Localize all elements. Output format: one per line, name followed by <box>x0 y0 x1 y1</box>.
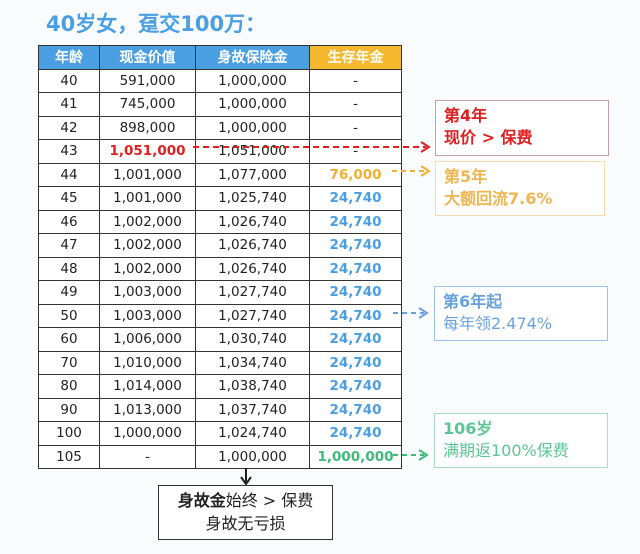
cell-death-benefit: 1,026,740 <box>195 256 310 281</box>
cell-age: 44 <box>38 162 100 187</box>
down-arrow <box>240 468 252 486</box>
cell-age: 60 <box>38 327 100 352</box>
table-row: 46 1,002,000 1,026,740 24,740 <box>38 209 402 234</box>
cell-death-benefit: 1,024,740 <box>195 421 310 446</box>
cell-death-benefit: 1,030,740 <box>195 327 310 352</box>
red-arrow <box>193 141 431 153</box>
yellow-arrow <box>392 165 431 177</box>
cell-age: 105 <box>38 444 100 469</box>
cell-age: 50 <box>38 303 100 328</box>
cell-age: 40 <box>38 68 100 93</box>
header-cash-value: 现金价值 <box>99 45 196 70</box>
table-row: 47 1,002,000 1,026,740 24,740 <box>38 233 402 258</box>
cell-cash-value: - <box>99 444 196 469</box>
cell-annuity: - <box>309 115 402 140</box>
header-annuity: 生存年金 <box>309 45 402 70</box>
green-arrow <box>393 449 429 461</box>
benefit-table: 年龄 现金价值 身故保险金 生存年金 40 591,000 1,000,000-41… <box>38 45 402 469</box>
cell-annuity: 24,740 <box>309 303 402 328</box>
table-row: 100 1,000,000 1,024,740 24,740 <box>38 421 402 446</box>
cell-death-benefit: 1,037,740 <box>195 397 310 422</box>
table-row: 90 1,013,000 1,037,740 24,740 <box>38 397 402 422</box>
cell-annuity: 24,740 <box>309 374 402 399</box>
cell-age: 90 <box>38 397 100 422</box>
table-row: 49 1,003,000 1,027,740 24,740 <box>38 280 402 305</box>
cell-cash-value: 1,002,000 <box>99 256 196 281</box>
cell-death-benefit: 1,027,740 <box>195 303 310 328</box>
cell-annuity: 24,740 <box>309 350 402 375</box>
cell-age: 48 <box>38 256 100 281</box>
callout-year5-text: 大额回流7.6% <box>444 189 553 208</box>
cell-cash-value: 1,051,000 <box>99 139 196 164</box>
cell-death-benefit: 1,026,740 <box>195 209 310 234</box>
cell-cash-value: 1,002,000 <box>99 233 196 258</box>
callout-age106-title: 106岁 <box>443 419 493 438</box>
table-row: 105-1,000,000 1,000,000 <box>38 444 402 469</box>
cell-annuity: 24,740 <box>309 397 402 422</box>
cell-cash-value: 1,010,000 <box>99 350 196 375</box>
cell-annuity: 24,740 <box>309 327 402 352</box>
cell-cash-value: 1,013,000 <box>99 397 196 422</box>
callout-year5: 第5年 大额回流7.6% <box>435 161 605 216</box>
callout-year4: 第4年 现价 > 保费 <box>435 100 609 156</box>
callout-age106: 106岁 满期返100%保费 <box>434 413 608 468</box>
cell-death-benefit: 1,000,000 <box>195 92 310 117</box>
cell-death-benefit: 1,000,000 <box>195 68 310 93</box>
cell-annuity: - <box>309 92 402 117</box>
table-row: 44 1,001,000 1,077,000 76,000 <box>38 162 402 187</box>
cell-age: 47 <box>38 233 100 258</box>
header-age: 年龄 <box>38 45 100 70</box>
cell-annuity: 24,740 <box>309 256 402 281</box>
callout-death-benefit-bold: 身故金 <box>177 491 226 510</box>
cell-annuity: 24,740 <box>309 421 402 446</box>
cell-annuity: 24,740 <box>309 233 402 258</box>
cell-cash-value: 1,000,000 <box>99 421 196 446</box>
cell-age: 45 <box>38 186 100 211</box>
cell-cash-value: 745,000 <box>99 92 196 117</box>
cell-death-benefit: 1,026,740 <box>195 233 310 258</box>
callout-age106-text: 满期返100%保费 <box>443 441 569 460</box>
table-row: 60 1,006,000 1,030,740 24,740 <box>38 327 402 352</box>
table-row: 80 1,014,000 1,038,740 24,740 <box>38 374 402 399</box>
cell-death-benefit: 1,077,000 <box>195 162 310 187</box>
callout-year6-text: 每年领2.474% <box>443 314 553 333</box>
table-row: 70 1,010,000 1,034,740 24,740 <box>38 350 402 375</box>
header-death-benefit: 身故保险金 <box>195 45 310 70</box>
callout-death-benefit-line2: 身故无亏损 <box>205 514 286 533</box>
cell-death-benefit: 1,025,740 <box>195 186 310 211</box>
cell-cash-value: 1,001,000 <box>99 186 196 211</box>
cell-annuity: - <box>309 68 402 93</box>
callout-death-benefit-rest: 始终 > 保费 <box>225 491 314 510</box>
cell-annuity: 1,000,000 <box>309 444 402 469</box>
cell-death-benefit: 1,000,000 <box>195 444 310 469</box>
table-row: 50 1,003,000 1,027,740 24,740 <box>38 303 402 328</box>
cell-death-benefit: 1,034,740 <box>195 350 310 375</box>
cell-annuity: 24,740 <box>309 280 402 305</box>
callout-year4-text: 现价 > 保费 <box>444 128 533 147</box>
table-row: 48 1,002,000 1,026,740 24,740 <box>38 256 402 281</box>
page-title: 40岁女，趸交100万： <box>46 12 267 36</box>
table-header-row: 年龄 现金价值 身故保险金 生存年金 <box>38 45 402 70</box>
table-row: 41 745,000 1,000,000- <box>38 92 402 117</box>
blue-arrow <box>393 307 429 319</box>
cell-cash-value: 591,000 <box>99 68 196 93</box>
callout-year6: 第6年起 每年领2.474% <box>434 286 608 341</box>
cell-cash-value: 1,003,000 <box>99 303 196 328</box>
callout-year6-title: 第6年起 <box>443 292 503 311</box>
cell-annuity: 24,740 <box>309 186 402 211</box>
cell-annuity: 24,740 <box>309 209 402 234</box>
cell-death-benefit: 1,038,740 <box>195 374 310 399</box>
cell-age: 70 <box>38 350 100 375</box>
table-row: 40 591,000 1,000,000- <box>38 68 402 93</box>
table-row: 45 1,001,000 1,025,740 24,740 <box>38 186 402 211</box>
callout-year5-title: 第5年 <box>444 167 488 186</box>
callout-year4-title: 第4年 <box>444 106 488 125</box>
cell-age: 43 <box>38 139 100 164</box>
cell-age: 41 <box>38 92 100 117</box>
callout-death-benefit: 身故金始终 > 保费 身故无亏损 <box>158 485 333 540</box>
cell-cash-value: 1,006,000 <box>99 327 196 352</box>
cell-age: 80 <box>38 374 100 399</box>
